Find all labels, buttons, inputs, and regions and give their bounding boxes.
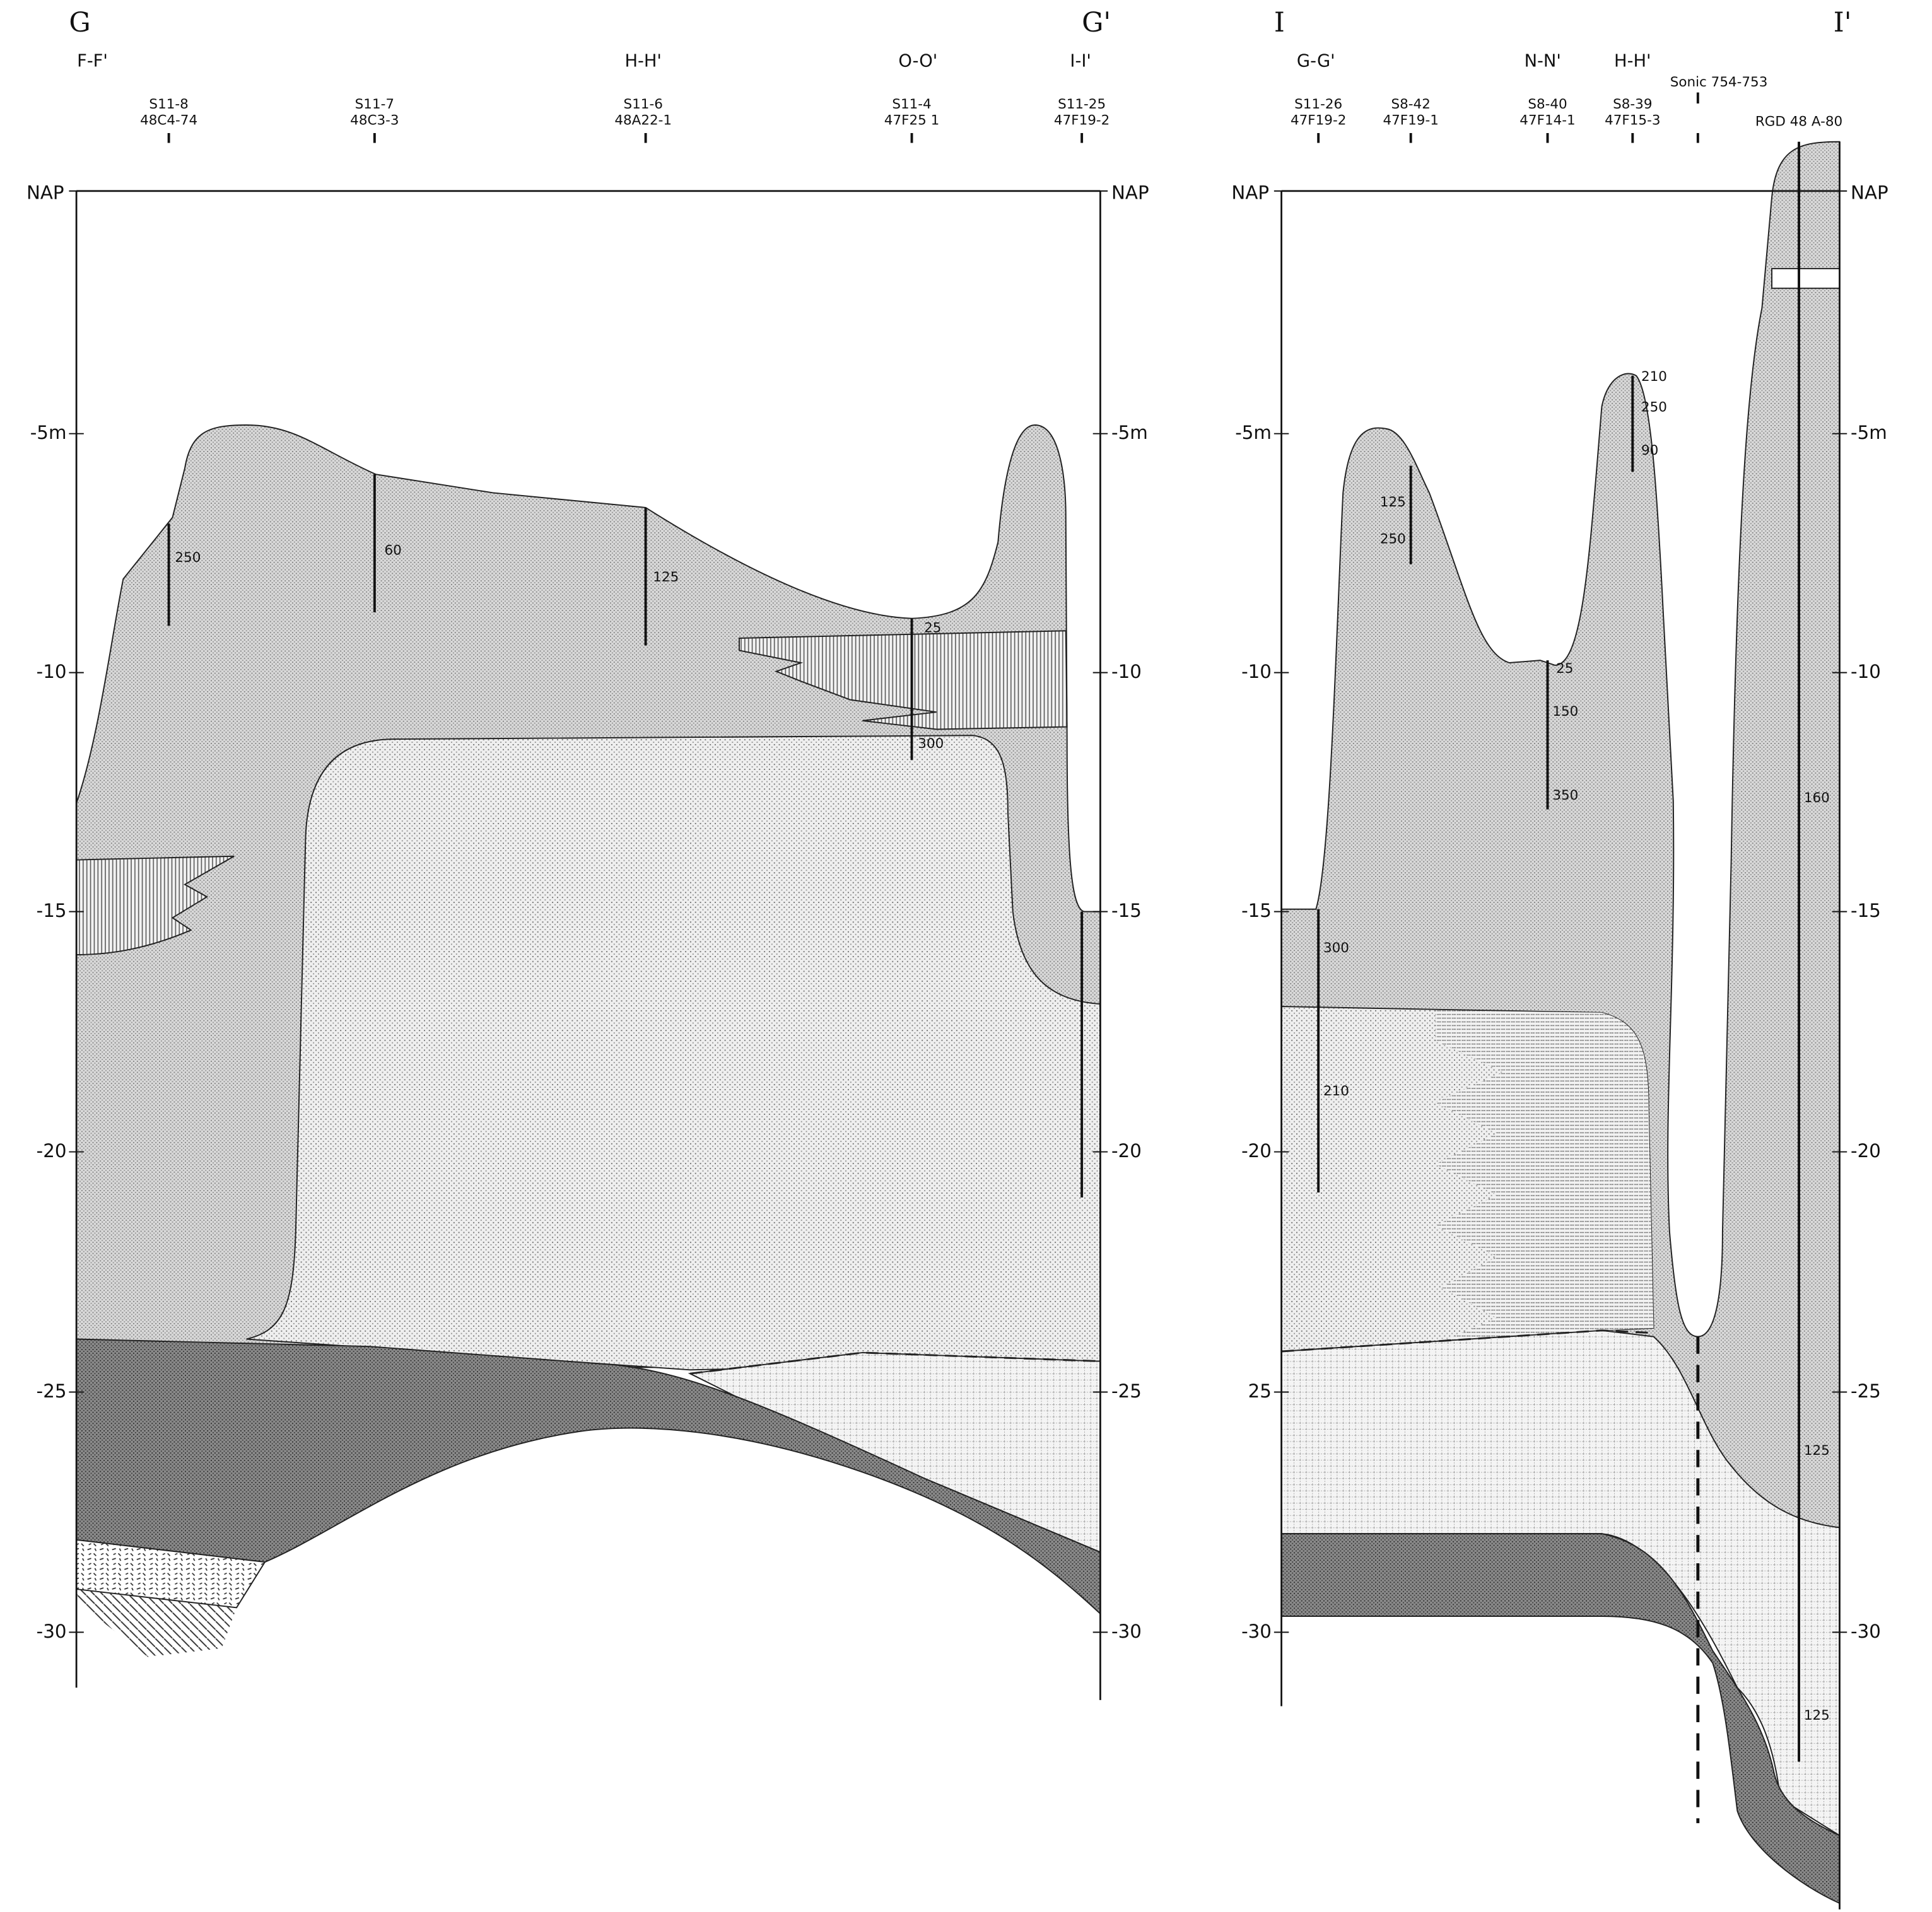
depth-label: NAP — [26, 182, 64, 203]
borehole-name: S8-42 — [1391, 96, 1431, 112]
gap-band — [1772, 269, 1839, 288]
borehole-name: S11-6 — [624, 96, 663, 112]
borehole-code: 47F25 1 — [884, 113, 939, 129]
annotation: 60 — [384, 542, 401, 558]
borehole-code: 47F19-2 — [1291, 113, 1346, 129]
depth-label: -30 — [1111, 1621, 1142, 1642]
borehole-name: S8-40 — [1528, 96, 1567, 112]
cross-ref: G-G' — [1297, 51, 1335, 71]
depth-label: -25 — [37, 1380, 67, 1402]
borehole-name: S11-26 — [1294, 96, 1342, 112]
annotation: 25 — [1556, 661, 1573, 677]
depth-labels-right: NAP -5m -10 -15 -20 -25 -30 — [1111, 182, 1149, 1642]
cross-ref: F-F' — [77, 51, 108, 71]
depth-label: -10 — [1111, 661, 1142, 682]
depth-label: 25 — [1248, 1380, 1272, 1402]
annotation: 160 — [1804, 790, 1830, 806]
cross-ref: I-I' — [1070, 51, 1091, 71]
depth-label: -5m — [30, 422, 67, 443]
fine-sand-block — [247, 735, 1101, 1370]
annotation: 210 — [1641, 369, 1667, 385]
depth-label: -20 — [37, 1140, 67, 1162]
borehole-code: 47F14-1 — [1519, 113, 1575, 129]
depth-label: -30 — [1851, 1621, 1881, 1642]
annotation: 250 — [175, 550, 201, 566]
borehole-name: RGD 48 A-80 — [1755, 114, 1842, 129]
annotation: 350 — [1552, 788, 1578, 803]
depth-labels-left: NAP -5m -10 -15 -20 25 -30 — [1231, 182, 1272, 1642]
depth-label: -10 — [37, 661, 67, 682]
annotation: 125 — [1804, 1443, 1830, 1459]
section-i: I I' G-G' N-N' H-H' S11-26 47F19-2 S8-42… — [1231, 7, 1888, 1909]
annotation: 250 — [1380, 532, 1406, 547]
depth-label: -15 — [1241, 900, 1272, 921]
depth-label: -25 — [1851, 1380, 1881, 1402]
annotation: 125 — [1380, 494, 1406, 510]
annotation: 300 — [1323, 940, 1349, 956]
depth-label: -10 — [1851, 661, 1881, 682]
annotation: 25 — [924, 620, 941, 636]
depth-labels-right: NAP -5m -10 -15 -20 -25 -30 — [1851, 182, 1888, 1642]
depth-label: -5m — [1851, 422, 1887, 443]
section-g: G G' F-F' H-H' O-O' I-I' S11-8 48C4-74 S… — [26, 7, 1149, 1700]
annotation: 150 — [1552, 704, 1578, 720]
depth-label: -5m — [1235, 422, 1272, 443]
cross-ref: H-H' — [1614, 51, 1651, 71]
borehole-name: S11-8 — [149, 96, 188, 112]
depth-label: -10 — [1241, 661, 1272, 682]
borehole-code: 47F15-3 — [1605, 113, 1660, 129]
borehole-name: S8-39 — [1613, 96, 1652, 112]
depth-label: -25 — [1111, 1380, 1142, 1402]
checker-layer — [690, 1353, 1100, 1552]
depth-label: NAP — [1851, 182, 1888, 203]
cross-ref: O-O' — [898, 51, 937, 71]
section-start: G — [69, 7, 90, 38]
annotation: 210 — [1323, 1083, 1349, 1099]
borehole-code: 48C3-3 — [350, 113, 399, 129]
annotation: 90 — [1641, 443, 1658, 458]
borehole-code: 47F19-2 — [1054, 113, 1109, 129]
borehole-code: 48A22-1 — [614, 113, 672, 129]
depth-label: -5m — [1111, 422, 1148, 443]
depth-labels-left: NAP -5m -10 -15 -20 -25 -30 — [26, 182, 67, 1642]
cross-section-figure: G G' F-F' H-H' O-O' I-I' S11-8 48C4-74 S… — [0, 0, 1932, 1909]
borehole-code: 47F19-1 — [1383, 113, 1438, 129]
borehole-name: Sonic 754-753 — [1670, 74, 1768, 90]
depth-label: -15 — [1851, 900, 1881, 921]
section-start: I — [1274, 7, 1285, 38]
section-end: I' — [1834, 7, 1852, 38]
borehole-name: S11-4 — [892, 96, 931, 112]
depth-label: -15 — [1111, 900, 1142, 921]
depth-label: -20 — [1851, 1140, 1881, 1162]
cross-ref: N-N' — [1525, 51, 1561, 71]
depth-label: NAP — [1111, 182, 1149, 203]
cross-ref: H-H' — [624, 51, 661, 71]
depth-label: -30 — [37, 1621, 67, 1642]
borehole-name: S11-7 — [355, 96, 394, 112]
borehole-code: 48C4-74 — [140, 113, 197, 129]
depth-label: -15 — [37, 900, 67, 921]
depth-label: -30 — [1241, 1621, 1272, 1642]
depth-label: NAP — [1231, 182, 1269, 203]
annotation: 300 — [918, 736, 944, 752]
depth-label: -20 — [1111, 1140, 1142, 1162]
annotation: 125 — [653, 569, 679, 585]
depth-label: -20 — [1241, 1140, 1272, 1162]
annotation: 250 — [1641, 400, 1667, 416]
section-end: G' — [1082, 7, 1111, 38]
borehole-name: S11-25 — [1058, 96, 1106, 112]
annotation: 125 — [1804, 1708, 1830, 1723]
